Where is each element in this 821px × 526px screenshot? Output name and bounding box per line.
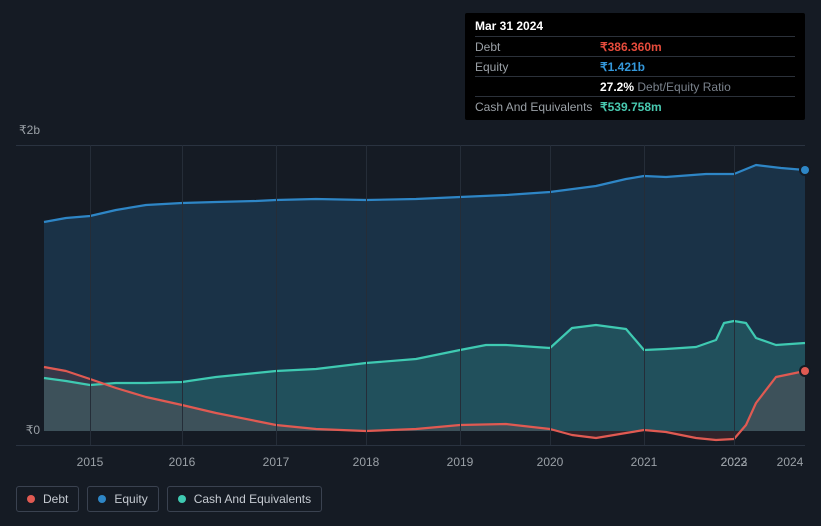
x-axis-label: 2015 xyxy=(77,455,104,469)
legend-item-debt[interactable]: Debt xyxy=(16,486,79,512)
legend-swatch xyxy=(178,495,186,503)
tooltip-value: ₹386.360m xyxy=(600,40,662,54)
x-axis-label: 2023 xyxy=(721,455,748,469)
legend-item-cash-and-equivalents[interactable]: Cash And Equivalents xyxy=(167,486,322,512)
gridline xyxy=(16,145,805,146)
x-gridline xyxy=(734,145,735,445)
legend-label: Cash And Equivalents xyxy=(194,492,311,506)
gridline xyxy=(16,445,805,446)
x-axis-label: 2016 xyxy=(169,455,196,469)
legend-label: Equity xyxy=(114,492,147,506)
tooltip-value: ₹1.421b xyxy=(600,60,645,74)
tooltip-row: Debt₹386.360m xyxy=(475,37,795,57)
legend-label: Debt xyxy=(43,492,68,506)
tooltip-row: Cash And Equivalents₹539.758m xyxy=(475,97,795,116)
series-marker-debt xyxy=(801,367,809,375)
tooltip-row: 27.2% Debt/Equity Ratio xyxy=(475,77,795,97)
x-gridline xyxy=(550,145,551,445)
x-gridline xyxy=(182,145,183,445)
y-axis-label: ₹2b xyxy=(10,123,40,137)
tooltip-value: ₹539.758m xyxy=(600,100,662,114)
tooltip-label: Cash And Equivalents xyxy=(475,100,600,114)
tooltip-date: Mar 31 2024 xyxy=(475,19,795,37)
x-axis-label: 2020 xyxy=(537,455,564,469)
x-axis-label: 2019 xyxy=(447,455,474,469)
legend-item-equity[interactable]: Equity xyxy=(87,486,158,512)
y-axis-label: ₹0 xyxy=(10,423,40,437)
series-marker-equity xyxy=(801,166,809,174)
tooltip-label xyxy=(475,80,600,94)
tooltip-row: Equity₹1.421b xyxy=(475,57,795,77)
plot-area[interactable] xyxy=(16,145,805,445)
legend: Debt Equity Cash And Equivalents xyxy=(16,486,322,512)
chart-svg xyxy=(16,145,805,445)
x-gridline xyxy=(460,145,461,445)
debt-equity-chart: Mar 31 2024 Debt₹386.360mEquity₹1.421b27… xyxy=(0,0,821,526)
tooltip-label: Debt xyxy=(475,40,600,54)
x-gridline xyxy=(644,145,645,445)
x-axis-label: 2018 xyxy=(353,455,380,469)
x-gridline xyxy=(276,145,277,445)
x-axis-label: 2017 xyxy=(263,455,290,469)
tooltip-value: 27.2% Debt/Equity Ratio xyxy=(600,80,731,94)
x-gridline xyxy=(90,145,91,445)
x-axis-label: 2024 xyxy=(777,455,804,469)
tooltip-label: Equity xyxy=(475,60,600,74)
x-axis-label: 2021 xyxy=(631,455,658,469)
legend-swatch xyxy=(98,495,106,503)
x-gridline xyxy=(366,145,367,445)
chart-tooltip: Mar 31 2024 Debt₹386.360mEquity₹1.421b27… xyxy=(465,13,805,120)
legend-swatch xyxy=(27,495,35,503)
